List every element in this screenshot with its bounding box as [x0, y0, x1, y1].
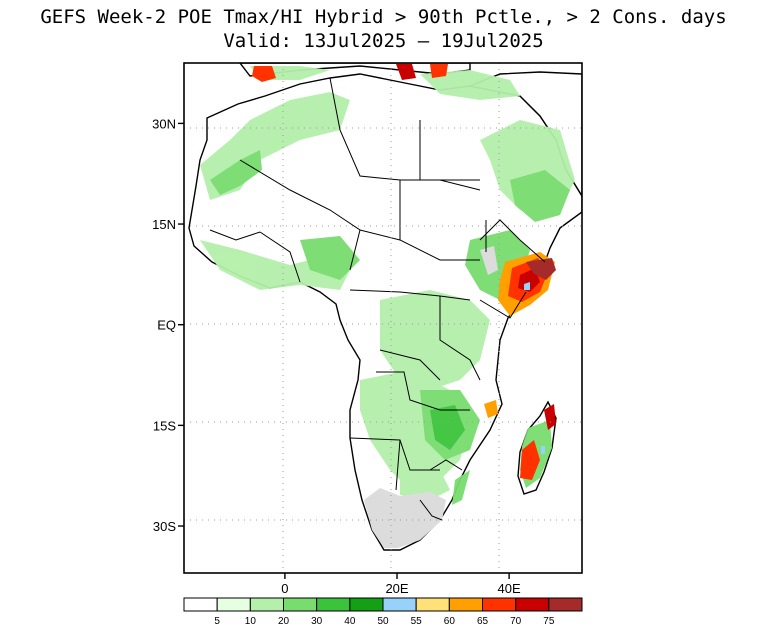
colorbar-label: 40 — [344, 616, 356, 627]
graticule — [184, 63, 582, 573]
probability-shading — [200, 66, 575, 505]
valid-dates: Valid: 13Jul2025 – 19Jul2025 — [223, 30, 544, 52]
lat-tick-label: EQ — [157, 318, 176, 333]
country-borders — [209, 77, 546, 521]
colorbar-swatch — [482, 597, 517, 612]
colorbar-label: 65 — [477, 616, 489, 627]
colorbar-swatch — [283, 597, 318, 612]
colorbar-swatch — [515, 597, 550, 612]
colorbar-label: 50 — [377, 616, 389, 627]
no-data-area — [364, 488, 446, 548]
colorbar-label: 20 — [278, 616, 290, 627]
lat-tick-label: 15N — [152, 217, 176, 232]
lon-tick-label: 0 — [281, 581, 288, 596]
high-probability-shading — [252, 64, 556, 480]
colorbar-label: 70 — [510, 616, 522, 627]
latitude-axis: 30N 15N EQ 15S 30S — [152, 116, 184, 534]
arabia-landmass — [467, 71, 582, 198]
colorbar: 5 10 20 30 40 50 55 60 65 70 75 — [183, 597, 583, 627]
colorbar-label: 60 — [444, 616, 456, 627]
lat-tick-label: 30N — [152, 116, 176, 131]
colorbar-swatch — [216, 597, 251, 612]
lon-tick-label: 20E — [385, 581, 408, 596]
colorbar-label: 30 — [311, 616, 323, 627]
colorbar-swatch — [183, 597, 218, 612]
colorbar-label: 55 — [411, 616, 423, 627]
colorbar-swatch — [249, 597, 284, 612]
map-area — [184, 63, 582, 573]
colorbar-swatch — [548, 597, 583, 612]
colorbar-swatch — [415, 597, 450, 612]
colorbar-label: 5 — [214, 616, 220, 627]
colorbar-label: 10 — [245, 616, 257, 627]
map-frame — [183, 62, 583, 574]
lat-tick-label: 30S — [153, 519, 176, 534]
lon-tick-label: 40E — [498, 581, 521, 596]
map-title: GEFS Week-2 POE Tmax/HI Hybrid > 90th Pc… — [40, 6, 727, 28]
colorbar-swatch — [448, 597, 484, 612]
longitude-axis: 0 20E 40E — [281, 573, 521, 596]
colorbar-label: 75 — [543, 616, 555, 627]
lat-tick-label: 15S — [153, 418, 176, 433]
no-data-area-horn — [480, 246, 498, 275]
colorbar-swatch — [382, 597, 417, 612]
colorbar-swatch — [316, 597, 351, 612]
colorbar-swatch — [349, 597, 384, 612]
